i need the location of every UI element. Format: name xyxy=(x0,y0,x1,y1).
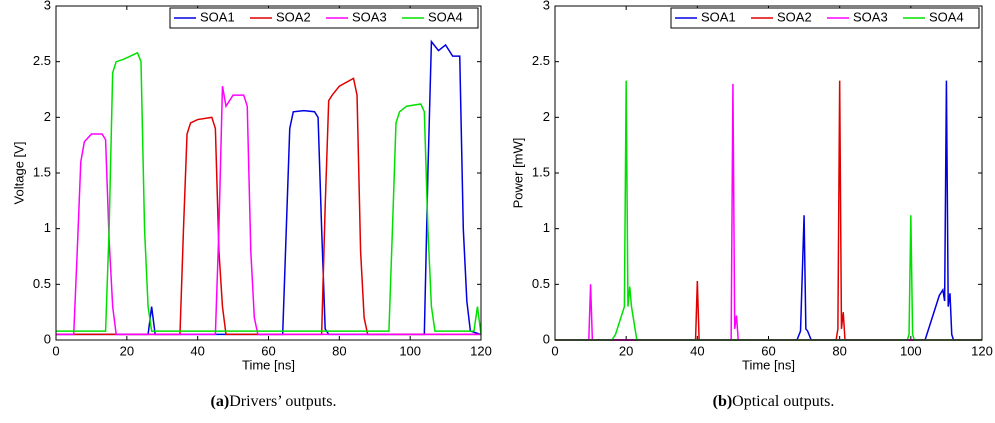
x-tick-label: 100 xyxy=(399,343,421,358)
legend-label: SOA4 xyxy=(929,9,964,24)
y-tick-label: 1.5 xyxy=(33,164,51,179)
legend-label: SOA2 xyxy=(276,9,311,24)
x-tick-label: 20 xyxy=(619,343,633,358)
legend-box xyxy=(169,7,479,29)
legend-label: SOA2 xyxy=(777,9,812,24)
x-tick-label: 120 xyxy=(470,343,492,358)
x-tick-label: 120 xyxy=(971,343,993,358)
plot: 0 20 40 60 80 100 120 0 0.5 1 1.5 2 2.5 3 Time [ns] Vol… xyxy=(11,0,491,410)
y-tick-label: 1 xyxy=(543,220,550,235)
y-tick-label: 2.5 xyxy=(532,53,550,68)
x-tick-label: 80 xyxy=(332,343,346,358)
axes-frame xyxy=(554,5,983,341)
y-tick-label: 0 xyxy=(44,331,51,346)
series-line xyxy=(555,83,982,341)
legend-label: SOA4 xyxy=(428,9,463,24)
plot: 0 20 40 60 80 100 120 0 0.5 1 1.5 2 2.5 3 Time [ns] Pow… xyxy=(510,0,992,410)
axes-frame xyxy=(55,5,482,341)
x-tick-label: 40 xyxy=(190,343,204,358)
x-axis-label: Time [ns] xyxy=(242,357,295,372)
series-line xyxy=(555,80,982,341)
legend-label: SOA1 xyxy=(701,9,736,24)
x-tick-label: 0 xyxy=(52,343,59,358)
x-tick-label: 80 xyxy=(832,343,846,358)
legend-label: SOA3 xyxy=(352,9,387,24)
caption-text: Optical outputs. xyxy=(732,393,834,410)
x-axis-label: Time [ns] xyxy=(742,357,795,372)
legend-label: SOA3 xyxy=(853,9,888,24)
series-line xyxy=(56,86,481,336)
x-tick-label: 40 xyxy=(690,343,704,358)
caption-label: (a) xyxy=(211,393,230,410)
y-tick-label: 0.5 xyxy=(532,276,550,291)
y-tick-label: 2 xyxy=(44,109,51,124)
y-tick-label: 1 xyxy=(44,220,51,235)
x-tick-label: 0 xyxy=(551,343,558,358)
legend-box xyxy=(670,7,980,29)
series-line xyxy=(56,51,482,335)
caption: (a)Drivers’ outputs. xyxy=(211,393,337,410)
y-axis-label: Voltage [V] xyxy=(11,142,26,205)
caption-label: (b) xyxy=(713,393,733,410)
x-tick-label: 100 xyxy=(900,343,922,358)
caption-text: Drivers’ outputs. xyxy=(229,393,336,410)
series-line xyxy=(56,39,482,336)
y-tick-label: 3 xyxy=(543,0,550,12)
x-tick-label: 60 xyxy=(261,343,275,358)
caption: (b)Optical outputs. xyxy=(713,393,835,410)
y-tick-label: 0.5 xyxy=(33,276,51,291)
y-tick-label: 0 xyxy=(543,331,550,346)
x-tick-label: 60 xyxy=(761,343,775,358)
x-tick-label: 20 xyxy=(120,343,134,358)
y-tick-label: 1.5 xyxy=(532,164,550,179)
series-line xyxy=(56,77,481,336)
legend-label: SOA1 xyxy=(200,9,235,24)
series-line xyxy=(555,80,982,341)
y-tick-label: 2 xyxy=(543,109,550,124)
y-tick-label: 2.5 xyxy=(33,53,51,68)
y-tick-label: 3 xyxy=(44,0,51,12)
y-axis-label: Power [mW] xyxy=(510,138,525,209)
legend: SOA1 SOA2 SOA3 SOA4 xyxy=(169,7,479,29)
series-line xyxy=(555,80,982,341)
legend: SOA1 SOA2 SOA3 SOA4 xyxy=(670,7,980,29)
